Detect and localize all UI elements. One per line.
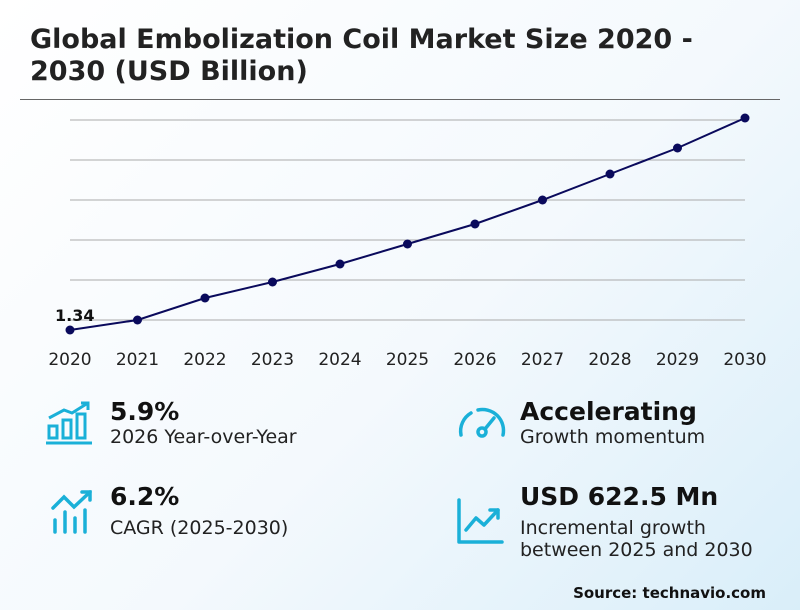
data-point	[740, 113, 750, 123]
data-point	[65, 325, 75, 335]
x-tick-label: 2024	[318, 350, 361, 370]
kpi-incremental-value: USD 622.5 Mn	[520, 482, 719, 511]
data-point	[673, 143, 682, 153]
x-tick-label: 2030	[723, 350, 766, 370]
kpi-incremental-label: Incremental growth between 2025 and 2030	[520, 517, 753, 561]
kpi-momentum-label: Growth momentum	[520, 426, 706, 448]
data-point	[403, 239, 412, 249]
bar-chart-up-icon	[46, 401, 92, 445]
chart-title: Global Embolization Coil Market Size 202…	[30, 24, 693, 87]
data-point	[538, 195, 547, 205]
data-label: 1.34	[55, 306, 94, 325]
x-tick-label: 2022	[183, 350, 226, 370]
x-tick-label: 2020	[48, 350, 91, 370]
kpi-momentum-value: Accelerating	[520, 397, 697, 426]
x-tick-label: 2021	[116, 350, 159, 370]
x-tick-label: 2029	[656, 350, 699, 370]
data-point	[605, 169, 615, 179]
kpi-cagr-label: CAGR (2025-2030)	[110, 517, 289, 539]
line-chart-icon	[457, 498, 504, 544]
data-point	[335, 259, 345, 269]
data-point	[470, 219, 480, 229]
data-point	[133, 315, 142, 325]
data-point	[268, 277, 277, 287]
title-divider	[20, 99, 780, 100]
source-credit: Source: technavio.com	[573, 584, 766, 602]
trend-bars-icon	[51, 490, 92, 534]
kpi-cagr-value: 6.2%	[110, 482, 180, 511]
x-tick-label: 2025	[386, 350, 429, 370]
line-chart: 2020 2021 2022 2023 2024 2025 2026 2027 2028 2029…	[48, 113, 767, 370]
kpi-yoy-label: 2026 Year-over-Year	[110, 426, 297, 448]
series-line	[69, 117, 746, 331]
x-tick-label: 2028	[588, 350, 631, 370]
data-point	[200, 293, 210, 303]
x-tick-label: 2026	[453, 350, 496, 370]
kpi-yoy-value: 5.9%	[110, 397, 180, 426]
x-tick-label: 2023	[251, 350, 294, 370]
x-tick-label: 2027	[521, 350, 564, 370]
gauge-icon	[458, 407, 506, 438]
